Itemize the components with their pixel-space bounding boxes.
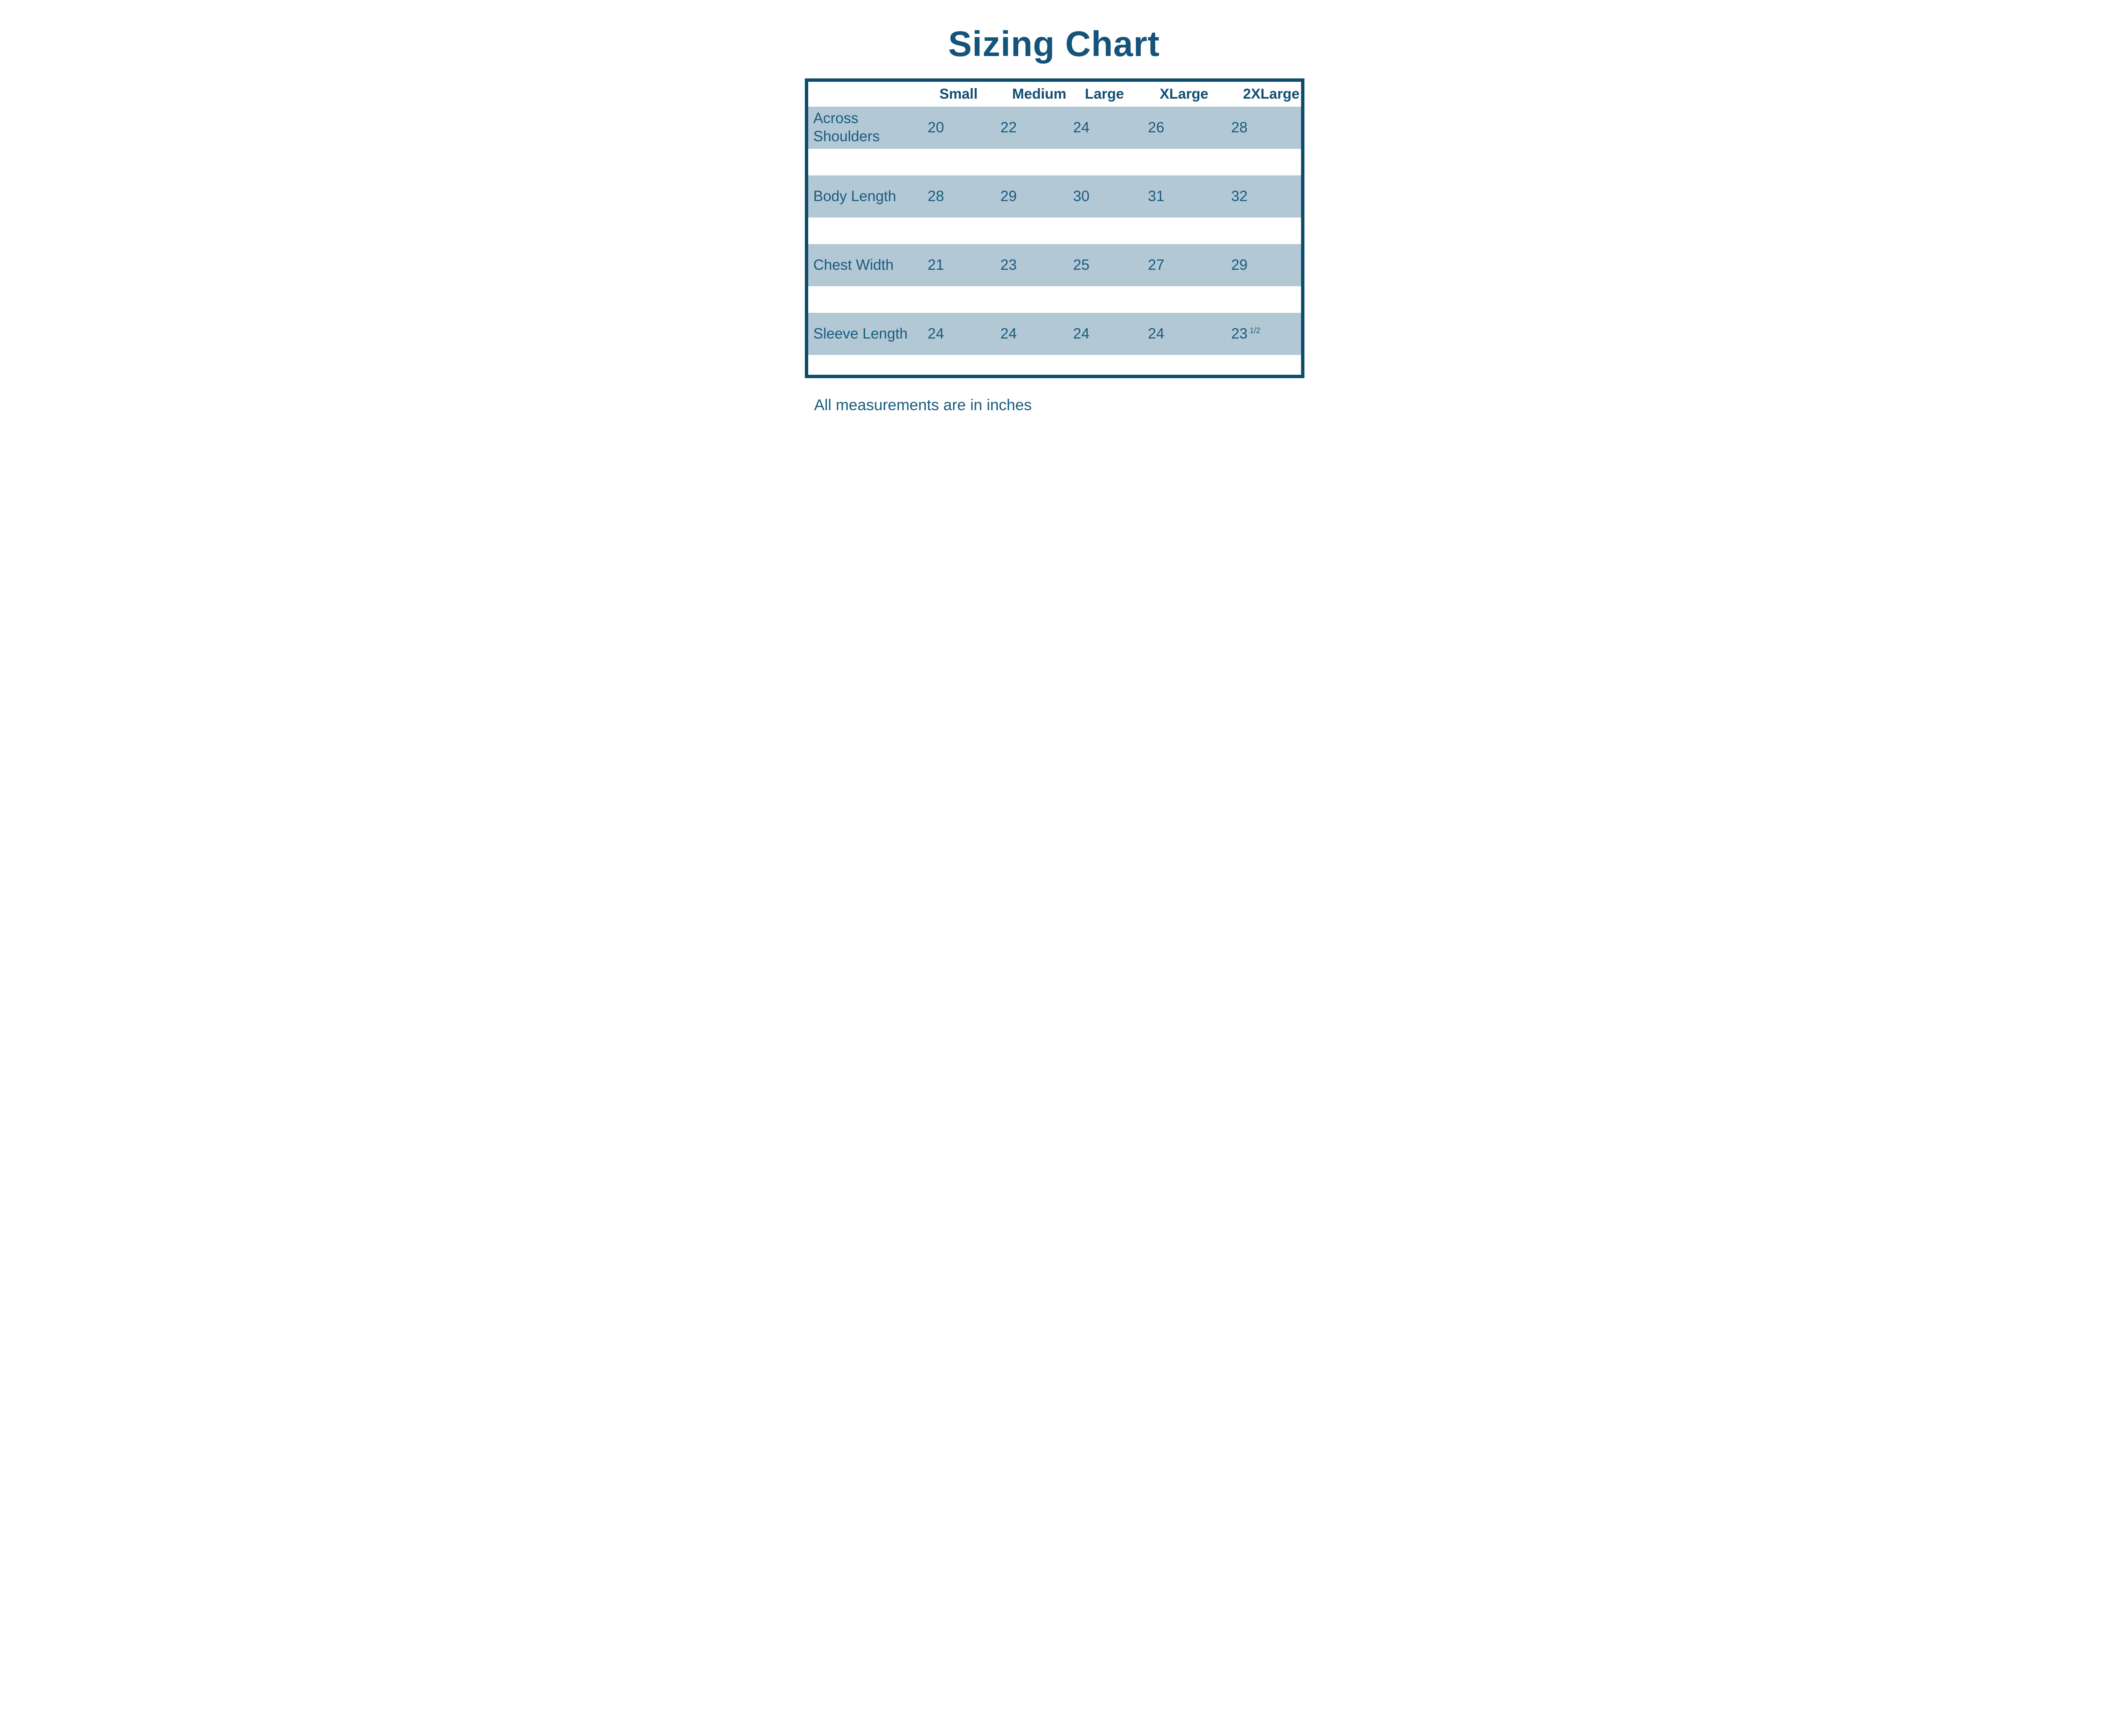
cell-value: 26 (1148, 119, 1164, 136)
cell-value: 21 (928, 257, 944, 273)
fraction-superscript: 1/2 (1250, 326, 1261, 335)
column-header-2xlarge: 2XLarge (1243, 86, 1300, 102)
cell-value: 31 (1148, 188, 1164, 204)
cell-value: 28 (928, 188, 944, 204)
cell-value: 23 (1000, 257, 1017, 273)
table-row-sleeve-length: Sleeve Length 24 24 24 24 23 1/2 (808, 313, 1301, 355)
cell-value-with-fraction: 23 1/2 (1231, 325, 1301, 342)
cell-value: 29 (1231, 257, 1248, 273)
cell-value: 24 (928, 325, 944, 342)
spacer-row (808, 286, 1301, 313)
column-header-medium: Medium (1012, 86, 1067, 102)
sizing-chart-page: Sizing Chart Small Medium Large XLarge 2… (790, 0, 1318, 434)
table-row-body-length: Body Length 28 29 30 31 32 (808, 175, 1301, 218)
cell-value: 29 (1000, 188, 1017, 204)
row-label: Chest Width (813, 256, 894, 273)
table-row-across-shoulders: Across Shoulders 20 22 24 26 28 (808, 107, 1301, 149)
cell-value: 25 (1073, 257, 1090, 273)
cell-value: 24 (1148, 325, 1164, 342)
cell-value: 22 (1000, 119, 1017, 136)
table-row-chest-width: Chest Width 21 23 25 27 29 (808, 244, 1301, 286)
cell-value: 24 (1073, 325, 1090, 342)
column-header-xlarge: XLarge (1159, 86, 1209, 102)
row-label: Across Shoulders (813, 110, 880, 145)
cell-value: 32 (1231, 188, 1248, 204)
cell-value: 24 (1000, 325, 1017, 342)
cell-value: 30 (1073, 188, 1090, 204)
column-header-small: Small (939, 86, 978, 102)
row-label: Body Length (813, 188, 896, 204)
cell-value: 24 (1073, 119, 1090, 136)
cell-value: 20 (928, 119, 944, 136)
cell-value: 23 (1231, 325, 1248, 342)
column-header-large: Large (1085, 86, 1124, 102)
table-header-row: Small Medium Large XLarge 2XLarge (808, 82, 1301, 107)
measurement-units-note: All measurements are in inches (814, 396, 1032, 414)
cell-value: 27 (1148, 257, 1164, 273)
spacer-row (808, 149, 1301, 175)
spacer-row (808, 218, 1301, 244)
row-label: Sleeve Length (813, 325, 908, 342)
sizing-table: Small Medium Large XLarge 2XLarge Across… (805, 78, 1304, 378)
page-title: Sizing Chart (948, 24, 1160, 64)
spacer-row-bottom (808, 355, 1301, 375)
cell-value: 28 (1231, 119, 1248, 136)
